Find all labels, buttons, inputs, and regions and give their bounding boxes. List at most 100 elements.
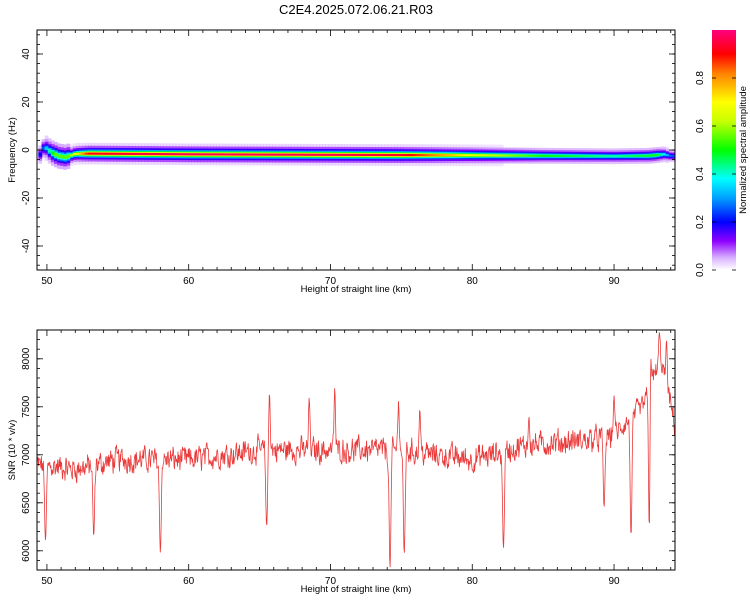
spectrogram-cell-1309 bbox=[518, 154, 523, 157]
spectrogram-cell-1312 bbox=[528, 154, 532, 157]
spectrogram-cell-1211 bbox=[213, 153, 217, 156]
spectrogram-cell-1324 bbox=[565, 154, 570, 157]
snr-y-tick-label-8000: 8000 bbox=[21, 347, 32, 370]
spectrogram-cell-1178 bbox=[110, 152, 114, 155]
spectrogram-cell-1275 bbox=[412, 154, 417, 157]
spectrogram-cell-1210 bbox=[209, 153, 214, 156]
spectrogram-y-tick-label-20: 20 bbox=[21, 96, 32, 108]
spectrogram-cell-1253 bbox=[344, 153, 348, 156]
spectrogram-cell-1351 bbox=[649, 154, 654, 157]
spectrogram-cell-1202 bbox=[185, 153, 189, 156]
spectrogram-cell-1160 bbox=[54, 152, 58, 157]
spectrogram-cell-1299 bbox=[487, 154, 492, 157]
spectrogram-cell-1336 bbox=[602, 155, 607, 158]
spectrogram-cell-1263 bbox=[375, 153, 379, 157]
spectrogram-cell-1318 bbox=[546, 154, 551, 157]
spectrogram-cell-1166 bbox=[72, 153, 77, 156]
spectrogram-cell-1167 bbox=[75, 152, 80, 155]
spectrogram-cell-1306 bbox=[509, 154, 514, 157]
colorbar-tick-label-0.2: 0.2 bbox=[695, 215, 706, 229]
spectrogram-cell-1333 bbox=[593, 155, 598, 158]
spectrogram-cell-1156 bbox=[41, 146, 46, 151]
spectrogram-cell-1339 bbox=[612, 155, 617, 158]
snr-y-tick-label-6500: 6500 bbox=[21, 491, 32, 514]
spectrogram-cell-1305 bbox=[506, 154, 510, 157]
colorbar-tick-label-0.6: 0.6 bbox=[695, 119, 706, 133]
spectrogram-cell-1269 bbox=[394, 153, 398, 157]
spectrogram-cell-1326 bbox=[571, 154, 576, 158]
spectrogram-cell-1325 bbox=[568, 154, 573, 158]
spectrogram-cell-1283 bbox=[437, 154, 442, 157]
spectrogram-cell-1347 bbox=[637, 154, 642, 157]
spectrogram-cell-1276 bbox=[415, 154, 420, 157]
spectrogram-cell-1197 bbox=[169, 153, 174, 156]
spectrogram-cell-1170 bbox=[85, 152, 89, 155]
spectrogram-cell-1225 bbox=[256, 153, 261, 156]
spectrogram-cell-1316 bbox=[540, 154, 545, 157]
spectrogram-cell-1232 bbox=[278, 153, 283, 156]
spectrogram-cell-1180 bbox=[116, 152, 121, 155]
spectrogram-cell-1341 bbox=[618, 155, 623, 158]
snr-panel: 50 60 70 80 90 6000 6500 7000 7500 8000 Height of… bbox=[7, 329, 676, 595]
spectrogram-cell-1353 bbox=[656, 153, 660, 157]
spectrogram-cell-1196 bbox=[166, 153, 171, 156]
snr-x-tick-label-70: 70 bbox=[325, 576, 337, 587]
spectrogram-cell-1313 bbox=[531, 154, 535, 157]
spectrogram-cell-1216 bbox=[228, 153, 233, 156]
spectrogram-cell-1335 bbox=[599, 155, 604, 158]
spectrogram-cell-1221 bbox=[244, 153, 248, 156]
spectrogram-cell-1159 bbox=[50, 151, 55, 155]
spectrogram-cell-1344 bbox=[627, 154, 632, 158]
spectrogram-cell-1332 bbox=[590, 155, 595, 158]
spectrogram-cell-1291 bbox=[462, 154, 467, 157]
spectrogram-cell-1233 bbox=[281, 153, 286, 156]
spectrogram-cell-1311 bbox=[525, 154, 529, 157]
spectrogram-cell-1213 bbox=[219, 153, 224, 156]
spectrogram-cell-1187 bbox=[138, 152, 142, 156]
spectrogram-cell-1239 bbox=[300, 153, 305, 156]
spectrogram-cell-1350 bbox=[646, 154, 651, 157]
spectrogram-cell-1286 bbox=[447, 154, 451, 157]
spectrogram-x-tick-label-80: 80 bbox=[467, 276, 479, 287]
snr-axes: 50 60 70 80 90 6000 6500 7000 7500 8000 bbox=[21, 329, 675, 587]
spectrogram-cell-1346 bbox=[634, 154, 638, 158]
spectrogram-cell-1315 bbox=[537, 154, 542, 157]
spectrogram-cell-1222 bbox=[247, 153, 252, 156]
spectrogram-cell-1231 bbox=[275, 153, 280, 156]
spectrogram-x-tick-label-90: 90 bbox=[608, 276, 620, 287]
snr-y-tick-label-7500: 7500 bbox=[21, 395, 32, 418]
spectrogram-cell-1292 bbox=[465, 154, 470, 157]
spectrogram-cell-1234 bbox=[284, 153, 289, 156]
snr-x-tick-label-50: 50 bbox=[41, 576, 53, 587]
spectrogram-panel: 50 60 70 80 90 -40 -20 0 20 40 Height of straight… bbox=[7, 29, 676, 295]
spectrogram-cell-1285 bbox=[443, 154, 448, 157]
spectrogram-cell-1345 bbox=[631, 154, 635, 158]
spectrogram-cell-1235 bbox=[287, 153, 292, 156]
spectrogram-cell-1248 bbox=[328, 153, 333, 156]
spectrogram-cell-1168 bbox=[78, 152, 83, 155]
colorbar-tick-label-0.8: 0.8 bbox=[695, 71, 706, 85]
spectrogram-cell-1173 bbox=[94, 152, 99, 155]
spectrogram-cell-1244 bbox=[316, 153, 320, 156]
spectrogram-cell-1262 bbox=[372, 153, 376, 157]
spectrogram-cell-1261 bbox=[369, 153, 373, 157]
spectrogram-cell-1354 bbox=[659, 153, 663, 156]
chart-title: C2E4.2025.072.06.21.R03 bbox=[279, 2, 433, 17]
spectral-band bbox=[38, 135, 675, 170]
spectrogram-cell-1164 bbox=[66, 154, 71, 159]
spectrogram-cell-1334 bbox=[596, 155, 601, 158]
spectrogram-cell-1258 bbox=[359, 153, 364, 156]
snr-y-tick-label-6000: 6000 bbox=[21, 539, 32, 562]
spectrogram-y-tick-label--40: -40 bbox=[21, 238, 32, 253]
spectrogram-cell-1281 bbox=[431, 154, 436, 157]
spectrogram-cell-1195 bbox=[163, 153, 167, 156]
colorbar-tick-label-0.0: 0.0 bbox=[695, 263, 706, 277]
spectrogram-cell-1321 bbox=[556, 154, 560, 157]
spectrogram-cell-1182 bbox=[122, 152, 127, 155]
spectrogram-cell-1185 bbox=[131, 152, 136, 155]
spectrogram-cell-1331 bbox=[587, 154, 592, 158]
spectrogram-cell-1237 bbox=[294, 153, 298, 156]
spectrogram-cell-1272 bbox=[403, 153, 408, 157]
spectrogram-cell-1229 bbox=[269, 153, 273, 156]
spectrogram-cell-1296 bbox=[478, 154, 482, 157]
